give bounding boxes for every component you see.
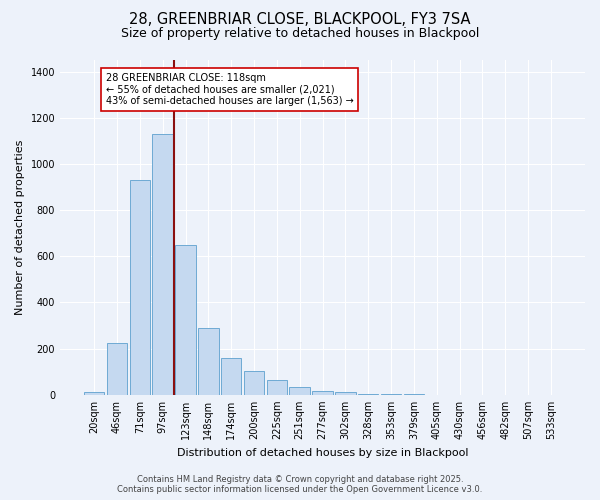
Bar <box>244 370 264 395</box>
Bar <box>175 244 196 395</box>
Bar <box>335 392 356 395</box>
Bar <box>381 394 401 395</box>
Text: Size of property relative to detached houses in Blackpool: Size of property relative to detached ho… <box>121 28 479 40</box>
Bar <box>198 328 218 395</box>
Bar <box>358 394 379 395</box>
X-axis label: Distribution of detached houses by size in Blackpool: Distribution of detached houses by size … <box>177 448 468 458</box>
Text: 28 GREENBRIAR CLOSE: 118sqm
← 55% of detached houses are smaller (2,021)
43% of : 28 GREENBRIAR CLOSE: 118sqm ← 55% of det… <box>106 72 353 106</box>
Bar <box>312 392 333 395</box>
Bar <box>266 380 287 395</box>
Bar <box>152 134 173 395</box>
Bar <box>221 358 241 395</box>
Text: Contains HM Land Registry data © Crown copyright and database right 2025.
Contai: Contains HM Land Registry data © Crown c… <box>118 474 482 494</box>
Bar <box>289 386 310 395</box>
Bar <box>84 392 104 395</box>
Bar <box>130 180 150 395</box>
Y-axis label: Number of detached properties: Number of detached properties <box>15 140 25 315</box>
Text: 28, GREENBRIAR CLOSE, BLACKPOOL, FY3 7SA: 28, GREENBRIAR CLOSE, BLACKPOOL, FY3 7SA <box>129 12 471 28</box>
Bar <box>107 343 127 395</box>
